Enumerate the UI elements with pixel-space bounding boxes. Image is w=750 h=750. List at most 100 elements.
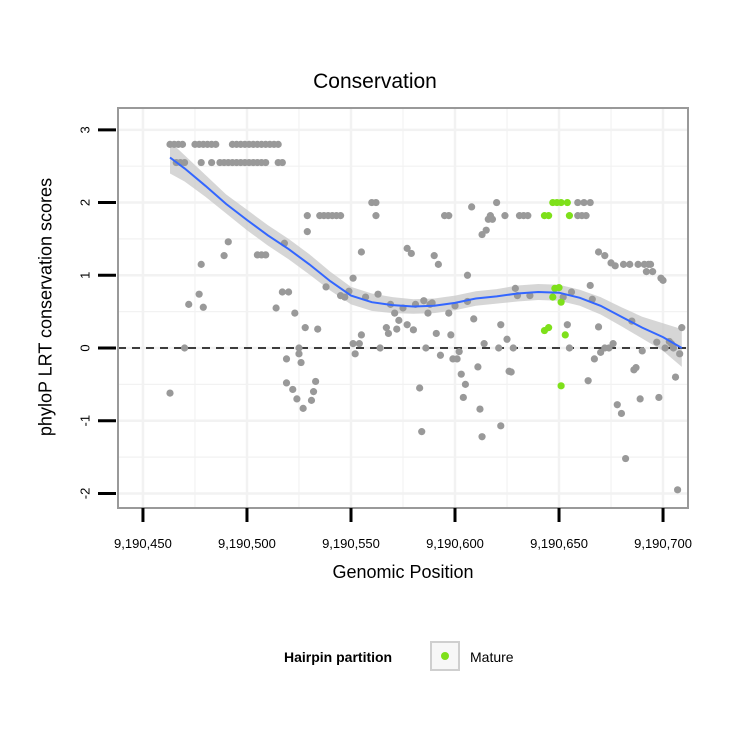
y-tick-label: 2 — [78, 199, 93, 206]
data-point — [507, 368, 515, 376]
data-point — [594, 323, 603, 331]
data-point — [453, 355, 461, 363]
data-point — [274, 140, 282, 148]
data-point — [594, 248, 603, 256]
data-point — [493, 198, 501, 207]
data-point — [418, 428, 426, 436]
legend-label-mature: Mature — [470, 649, 514, 665]
data-point-mature — [557, 382, 565, 390]
data-point — [384, 329, 393, 338]
data-point-mature — [549, 293, 557, 301]
data-point — [278, 288, 286, 296]
data-point — [480, 340, 488, 348]
data-point-mature — [555, 284, 563, 292]
data-point-mature — [545, 324, 553, 332]
data-point — [422, 344, 430, 352]
smooth-line — [169, 156, 683, 349]
data-point — [503, 335, 511, 343]
data-point — [185, 300, 193, 308]
data-point — [613, 401, 621, 409]
data-point — [349, 340, 357, 348]
data-point — [430, 252, 438, 260]
data-point-mature — [561, 331, 569, 339]
data-point — [676, 350, 684, 358]
legend: Hairpin partition Mature — [0, 640, 750, 676]
data-point — [509, 344, 517, 352]
data-point — [478, 433, 486, 441]
data-point — [351, 350, 359, 358]
plot-border — [117, 107, 689, 509]
data-point — [457, 370, 465, 378]
data-point — [420, 297, 428, 305]
data-point — [463, 271, 472, 279]
data-point — [393, 325, 401, 333]
data-point — [432, 329, 440, 338]
data-point — [455, 348, 463, 356]
data-point — [376, 344, 384, 352]
data-point — [655, 393, 663, 402]
x-axis-label: Genomic Position — [332, 562, 474, 582]
data-point — [678, 324, 686, 332]
data-point — [638, 347, 646, 355]
y-tick-label: 1 — [78, 272, 93, 279]
data-point — [372, 212, 380, 220]
data-point — [574, 198, 582, 207]
data-point — [526, 292, 534, 300]
data-point — [461, 380, 470, 388]
legend-key-mature — [430, 641, 460, 671]
data-point — [584, 377, 592, 385]
legend-dot-mature — [441, 652, 449, 660]
data-point — [632, 364, 640, 372]
data-point — [262, 251, 270, 259]
data-point — [649, 268, 657, 276]
data-point — [590, 355, 598, 363]
data-point — [636, 395, 644, 403]
data-point — [445, 212, 453, 220]
data-point — [197, 158, 205, 167]
x-tick-label: 9,190,650 — [530, 536, 588, 551]
data-point — [497, 321, 505, 329]
data-point-mature — [557, 298, 565, 306]
data-point — [180, 158, 189, 167]
data-point — [349, 274, 357, 282]
data-point — [322, 283, 330, 291]
data-point — [482, 226, 490, 234]
data-point — [166, 389, 174, 397]
data-point — [284, 288, 293, 296]
data-point — [609, 340, 617, 348]
data-point — [295, 344, 303, 352]
data-point — [601, 252, 609, 260]
data-point — [582, 212, 590, 220]
data-point — [303, 228, 311, 236]
data-point — [291, 309, 299, 317]
data-point — [501, 212, 509, 220]
data-point — [511, 284, 519, 292]
x-tick-label: 9,190,700 — [634, 536, 692, 551]
data-point — [671, 373, 680, 381]
data-point-mature — [557, 198, 565, 207]
data-point — [673, 486, 682, 494]
data-point — [303, 212, 311, 220]
x-tick-label: 9,190,450 — [114, 536, 172, 551]
data-point — [646, 260, 655, 268]
data-point — [403, 321, 411, 329]
data-point — [409, 326, 418, 334]
data-point — [301, 324, 309, 332]
data-point — [262, 158, 270, 167]
y-tick-label: 0 — [78, 344, 93, 351]
data-point — [669, 344, 678, 352]
data-point — [659, 276, 667, 284]
data-point — [309, 388, 318, 396]
data-point — [272, 304, 280, 312]
data-point — [314, 325, 322, 333]
data-point — [586, 281, 594, 290]
data-point — [282, 379, 291, 387]
data-point — [293, 395, 301, 403]
data-point — [336, 212, 345, 220]
data-point-mature — [565, 212, 574, 220]
data-point — [524, 212, 532, 220]
data-point — [403, 244, 411, 252]
data-point — [307, 396, 316, 404]
data-point — [474, 363, 482, 371]
